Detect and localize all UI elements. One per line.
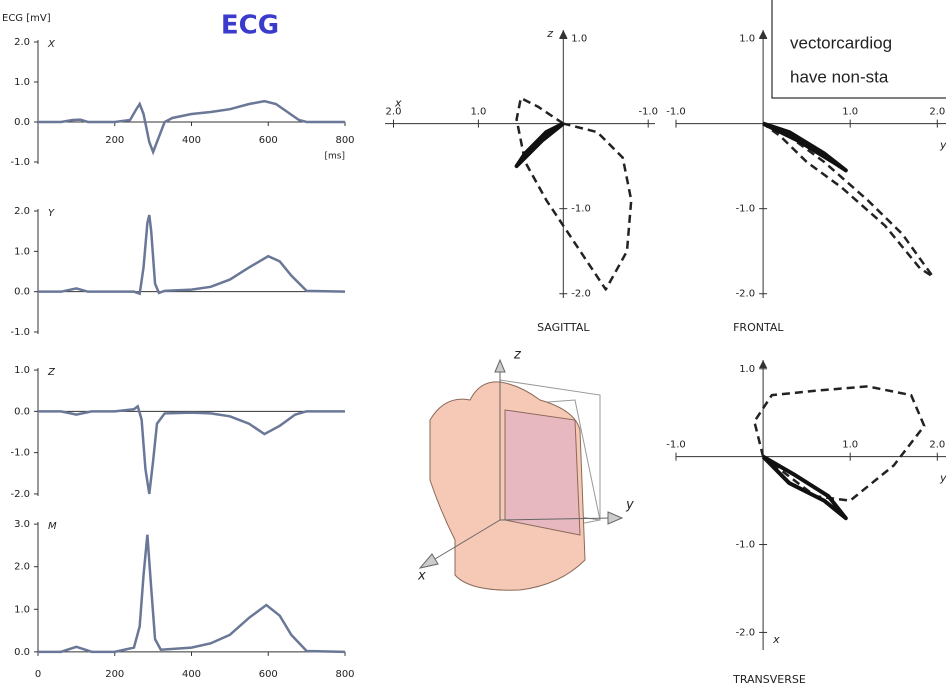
- arrow-head: [759, 30, 767, 38]
- series-label: Z: [47, 367, 56, 378]
- x-tick-label: 0: [35, 669, 41, 680]
- v-tick-label: -2.0: [736, 289, 756, 300]
- h-tick-label: 2.0: [929, 107, 945, 118]
- x-tick-label: 400: [182, 135, 201, 146]
- v-tick-label: -2.0: [571, 289, 591, 300]
- v-tick-label: -1.0: [736, 540, 756, 551]
- loop: [517, 98, 632, 289]
- v-tick-label: 1.0: [739, 364, 755, 375]
- series-label: M: [48, 521, 57, 532]
- h-axis-name: y: [939, 139, 946, 152]
- y-tick-label: 0.0: [14, 117, 30, 128]
- series-label: X: [47, 39, 56, 50]
- v-tick-label: 1.0: [739, 34, 755, 45]
- section: [505, 410, 580, 535]
- x-tick-label: 600: [259, 669, 278, 680]
- note-line: vectorcardiog: [790, 33, 892, 52]
- y-tick-label: 0.0: [14, 647, 30, 658]
- arrow-head: [495, 360, 505, 372]
- loop: [517, 124, 564, 167]
- v-tick-label: -1.0: [571, 204, 591, 215]
- h-axis-name: x: [394, 97, 402, 110]
- y-tick-label: 3.0: [14, 519, 30, 530]
- h-tick-label: 1.0: [470, 107, 486, 118]
- h-tick-label: -1.0: [666, 107, 686, 118]
- y-tick-label: 1.0: [14, 77, 30, 88]
- x-tick-label: 200: [105, 135, 124, 146]
- v-tick-label: -1.0: [736, 204, 756, 215]
- h-tick-label: -1.0: [666, 440, 686, 451]
- y-tick-label: 1.0: [14, 604, 30, 615]
- chart-title: TRANSVERSE: [732, 673, 806, 683]
- x-tick-label: 400: [182, 669, 201, 680]
- h-tick-label: 1.0: [842, 440, 858, 451]
- y-tick-label: -1.0: [10, 157, 30, 168]
- h-axis-name: y: [939, 472, 946, 485]
- y-tick-label: 2.0: [14, 37, 30, 48]
- ecg-line: [38, 215, 345, 294]
- figure-title: ECG: [221, 11, 279, 41]
- y-tick-label: 1.0: [14, 246, 30, 257]
- x-axis-title: [ms]: [325, 152, 345, 162]
- h-tick-label: 2.0: [929, 440, 945, 451]
- loop: [763, 124, 846, 171]
- arrow-head: [608, 512, 622, 524]
- series-label: Y: [48, 208, 55, 219]
- axis-name: x: [417, 569, 426, 584]
- ecg-line: [38, 535, 345, 652]
- y-tick-label: 1.0: [14, 365, 30, 376]
- loop: [763, 124, 933, 277]
- chart-title: SAGITTAL: [537, 321, 590, 334]
- torso-illustration: z y x: [417, 348, 634, 591]
- y-tick-label: 0.0: [14, 287, 30, 298]
- axis-name: z: [513, 348, 522, 363]
- arrow-head: [759, 360, 767, 368]
- y-axis-title: ECG [mV]: [2, 13, 51, 24]
- y-tick-label: -2.0: [10, 489, 30, 500]
- x-tick-label: 200: [105, 669, 124, 680]
- x-tick-label: 800: [335, 669, 354, 680]
- v-axis-name: z: [546, 27, 553, 40]
- x-tick-label: 600: [259, 135, 278, 146]
- y-tick-label: 0.0: [14, 406, 30, 417]
- v-axis-name: x: [772, 633, 780, 646]
- y-tick-label: 2.0: [14, 562, 30, 573]
- v-tick-label: 1.0: [571, 34, 587, 45]
- h-tick-label: -1.0: [638, 107, 658, 118]
- x-tick-label: 800: [335, 135, 354, 146]
- chart-title: FRONTAL: [733, 321, 784, 334]
- y-tick-label: -1.0: [10, 327, 30, 338]
- ecg-line: [38, 406, 345, 494]
- h-tick-label: 1.0: [842, 107, 858, 118]
- axis-name: y: [625, 498, 634, 513]
- loop: [754, 386, 924, 500]
- y-tick-label: 2.0: [14, 206, 30, 217]
- v-tick-label: -2.0: [736, 627, 756, 638]
- figure: ECG z y x 2.0 1.0 -1.0 1.0 -1.0 -2.0 x z SAGITTA…: [0, 0, 946, 683]
- arrow-head: [420, 554, 438, 568]
- arrow-head: [559, 30, 567, 38]
- note-line: have non-sta: [790, 67, 889, 86]
- y-tick-label: -1.0: [10, 448, 30, 459]
